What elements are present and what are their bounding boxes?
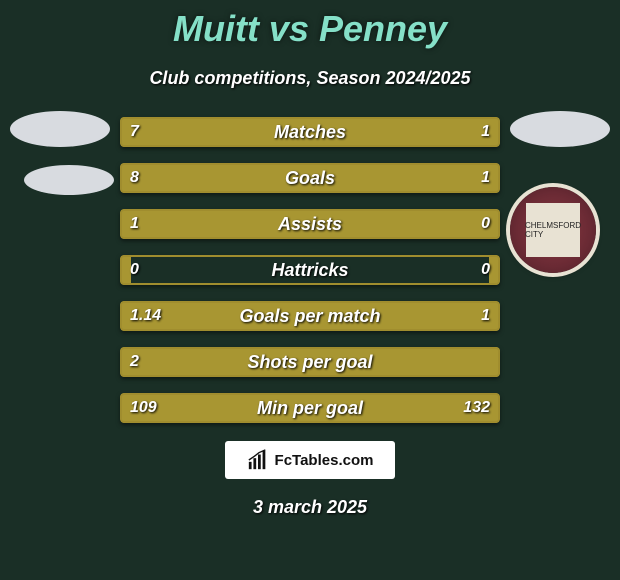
stat-value-right: 1 bbox=[481, 123, 490, 141]
stat-value-right: 0 bbox=[481, 215, 490, 233]
stat-bar-right: 0 bbox=[489, 209, 500, 239]
stat-row: 71Matches bbox=[120, 117, 500, 147]
site-logo[interactable]: FcTables.com bbox=[225, 441, 395, 479]
stat-value-left: 7 bbox=[130, 123, 139, 141]
stat-bar-right: 132 bbox=[292, 393, 500, 423]
stat-row: 00Hattricks bbox=[120, 255, 500, 285]
stat-label: Hattricks bbox=[120, 255, 500, 285]
stat-bar-right: 1 bbox=[458, 163, 500, 193]
stat-bar-right: 1 bbox=[323, 301, 500, 331]
comparison-chart: CHELMSFORD CITY 71Matches81Goals10Assist… bbox=[0, 117, 620, 423]
stat-bar-right: 0 bbox=[489, 255, 500, 285]
stat-row: 1.141Goals per match bbox=[120, 301, 500, 331]
stat-bar-left: 2 bbox=[120, 347, 500, 377]
stat-bar-right: 1 bbox=[453, 117, 501, 147]
stat-bar-left: 109 bbox=[120, 393, 292, 423]
stat-row: 109132Min per goal bbox=[120, 393, 500, 423]
stat-value-right: 132 bbox=[463, 399, 490, 417]
stat-row: 81Goals bbox=[120, 163, 500, 193]
stat-bar-left: 8 bbox=[120, 163, 458, 193]
stat-row: 2Shots per goal bbox=[120, 347, 500, 377]
stat-bar-left: 1 bbox=[120, 209, 500, 239]
stat-bar-left: 7 bbox=[120, 117, 453, 147]
stat-bar-left: 0 bbox=[120, 255, 131, 285]
crest-label: CHELMSFORD CITY bbox=[526, 203, 580, 257]
stat-value-left: 109 bbox=[130, 399, 157, 417]
site-label: FcTables.com bbox=[275, 452, 374, 469]
right-team-badge-1 bbox=[510, 111, 610, 147]
snapshot-date: 3 march 2025 bbox=[0, 497, 620, 518]
stat-value-left: 8 bbox=[130, 169, 139, 187]
stat-value-left: 2 bbox=[130, 353, 139, 371]
page-title: Muitt vs Penney bbox=[0, 0, 620, 50]
stat-value-left: 1.14 bbox=[130, 307, 161, 325]
left-team-badge-1 bbox=[10, 111, 110, 147]
stat-value-left: 0 bbox=[130, 261, 139, 279]
stat-bar-left: 1.14 bbox=[120, 301, 323, 331]
left-team-badge-2 bbox=[24, 165, 114, 195]
stat-value-right: 0 bbox=[481, 261, 490, 279]
stat-rows: 71Matches81Goals10Assists00Hattricks1.14… bbox=[120, 117, 500, 423]
stat-value-left: 1 bbox=[130, 215, 139, 233]
stat-row: 10Assists bbox=[120, 209, 500, 239]
chart-icon bbox=[247, 449, 269, 471]
stat-value-right: 1 bbox=[481, 169, 490, 187]
stat-row-border bbox=[120, 255, 500, 285]
right-team-crest: CHELMSFORD CITY bbox=[510, 187, 596, 273]
stat-bar-right bbox=[490, 347, 500, 377]
stat-value-right: 1 bbox=[481, 307, 490, 325]
page-subtitle: Club competitions, Season 2024/2025 bbox=[0, 68, 620, 89]
